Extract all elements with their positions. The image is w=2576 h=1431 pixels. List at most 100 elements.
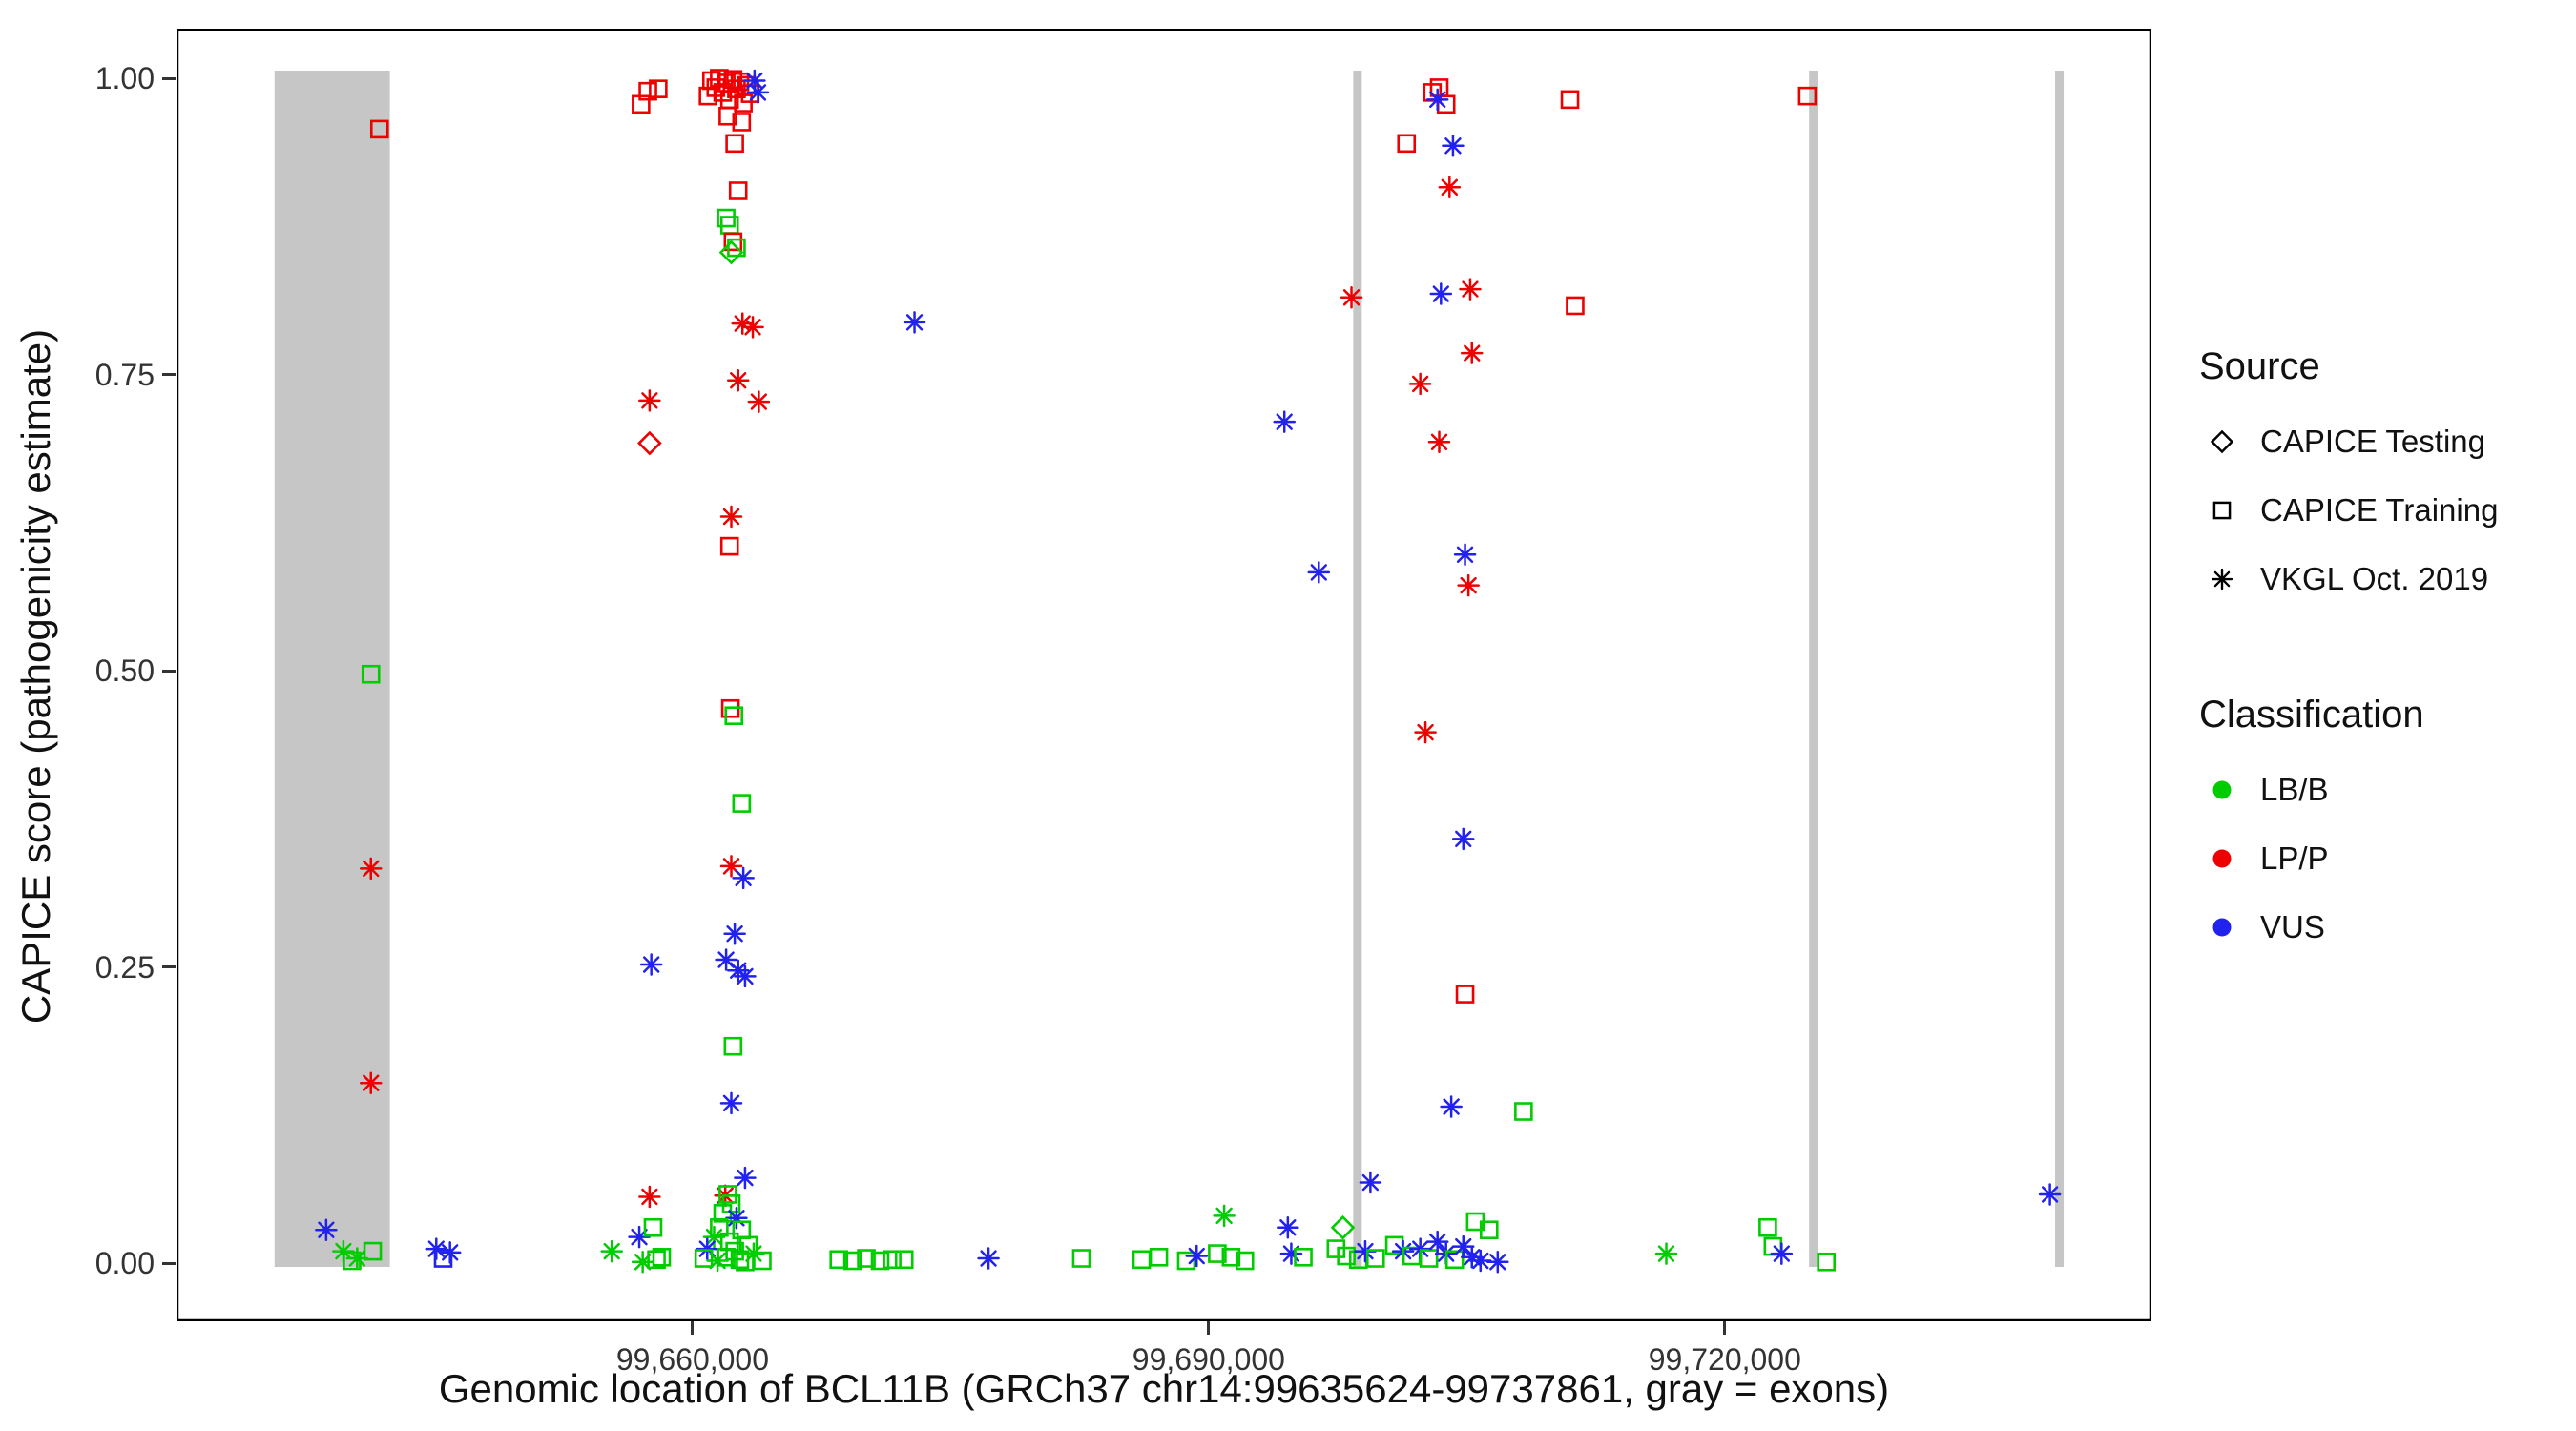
y-tick-label: 0.50 (94, 653, 155, 688)
data-point (741, 316, 764, 339)
data-point (734, 964, 757, 988)
x-tick-label: 99,690,000 (1132, 1342, 1285, 1377)
legend-item-classification: VUS (2199, 893, 2571, 962)
legend-source-title: Source (2199, 345, 2320, 387)
data-point (1438, 176, 1462, 199)
data-point (637, 430, 662, 456)
data-point (746, 81, 770, 104)
data-point (883, 1250, 902, 1270)
data-point (638, 81, 657, 101)
y-tick-mark (162, 965, 176, 968)
data-point (639, 953, 663, 976)
data-point (1213, 1204, 1236, 1228)
y-tick-label: 0.25 (94, 949, 155, 985)
data-point (1132, 1250, 1152, 1270)
data-point (1427, 430, 1451, 454)
y-tick-mark (162, 76, 176, 80)
data-point (694, 1249, 714, 1268)
data-point (719, 536, 739, 556)
legend-classification-title: Classification (2199, 694, 2424, 736)
data-point (903, 311, 926, 334)
y-tick-label: 0.75 (94, 357, 155, 392)
y-tick-label: 1.00 (94, 61, 155, 95)
data-point (1451, 827, 1475, 851)
legend-item-source: VKGL Oct. 2019 (2199, 545, 2571, 613)
data-point (719, 855, 743, 878)
legend-item-source: CAPICE Training (2199, 476, 2571, 545)
data-point (360, 1071, 383, 1094)
legend-item-label: LB/B (2260, 772, 2329, 807)
panel-border (177, 29, 2151, 1321)
exon-region (274, 71, 390, 1267)
data-point (1414, 720, 1437, 744)
data-point (1465, 1212, 1485, 1232)
data-point (1425, 1230, 1449, 1254)
data-point (363, 1241, 383, 1261)
color-dot-icon (2212, 849, 2232, 868)
data-point (1469, 1249, 1492, 1273)
data-point (1758, 1217, 1777, 1237)
data-point (718, 239, 744, 265)
x-tick-mark (1207, 1321, 1211, 1335)
legend-item-label: CAPICE Training (2260, 492, 2499, 528)
data-point (360, 857, 383, 881)
data-point (1440, 1095, 1463, 1118)
y-tick-mark (162, 669, 176, 673)
data-point (1408, 372, 1432, 396)
data-point (315, 1218, 338, 1241)
data-point (1444, 1250, 1465, 1270)
data-point (361, 664, 381, 684)
legend-group-gap (2199, 613, 2571, 694)
data-point (723, 922, 746, 945)
diamond-legend-icon (2210, 429, 2234, 454)
data-point (1442, 135, 1465, 157)
data-point (433, 1249, 453, 1268)
data-point (1451, 1234, 1475, 1258)
data-point (1455, 985, 1475, 1004)
legend-classification-items: LB/B LP/P VUS (2199, 756, 2571, 962)
color-dot-icon (2212, 780, 2232, 799)
data-point (732, 113, 752, 132)
data-point (718, 106, 737, 126)
data-point (638, 1185, 661, 1209)
data-point (631, 1251, 654, 1274)
data-point (1514, 1102, 1533, 1121)
data-point (1486, 1251, 1509, 1274)
legend-item-label: LP/P (2260, 840, 2329, 876)
exon-region (2055, 71, 2065, 1267)
data-point (723, 1036, 743, 1056)
data-point (369, 119, 389, 139)
data-point (730, 1250, 750, 1270)
data-point (1397, 134, 1417, 154)
data-point (1340, 286, 1363, 309)
data-point (726, 368, 750, 392)
data-point (723, 232, 743, 252)
data-point (842, 1251, 862, 1271)
data-point (643, 1217, 663, 1237)
data-point (1071, 1249, 1091, 1268)
data-point (1566, 296, 1585, 316)
data-point (1149, 1247, 1169, 1267)
color-dot-icon (2212, 918, 2232, 937)
data-point (1279, 1242, 1303, 1265)
data-point (1654, 1242, 1678, 1265)
data-point (2038, 1183, 2062, 1206)
legend-item-label: VUS (2260, 909, 2325, 944)
x-tick-label: 99,720,000 (1648, 1342, 1801, 1377)
legend-item-classification: LB/B (2199, 756, 2571, 824)
legend-item-label: CAPICE Testing (2260, 424, 2485, 459)
data-point (1337, 1246, 1356, 1266)
data-point (1294, 1247, 1313, 1267)
data-point (747, 390, 771, 413)
plot-panel (177, 29, 2151, 1321)
data-point (1221, 1247, 1241, 1267)
data-point (1277, 1215, 1299, 1239)
data-point (724, 706, 744, 725)
data-point (734, 1166, 757, 1190)
data-point (343, 1251, 362, 1271)
data-point (1419, 1249, 1439, 1268)
data-point (1429, 282, 1453, 305)
data-point (725, 134, 744, 154)
legend-source-items: CAPICE Testing CAPICE Training VKGL Oct. 2… (2199, 407, 2571, 613)
data-point (725, 1207, 748, 1230)
